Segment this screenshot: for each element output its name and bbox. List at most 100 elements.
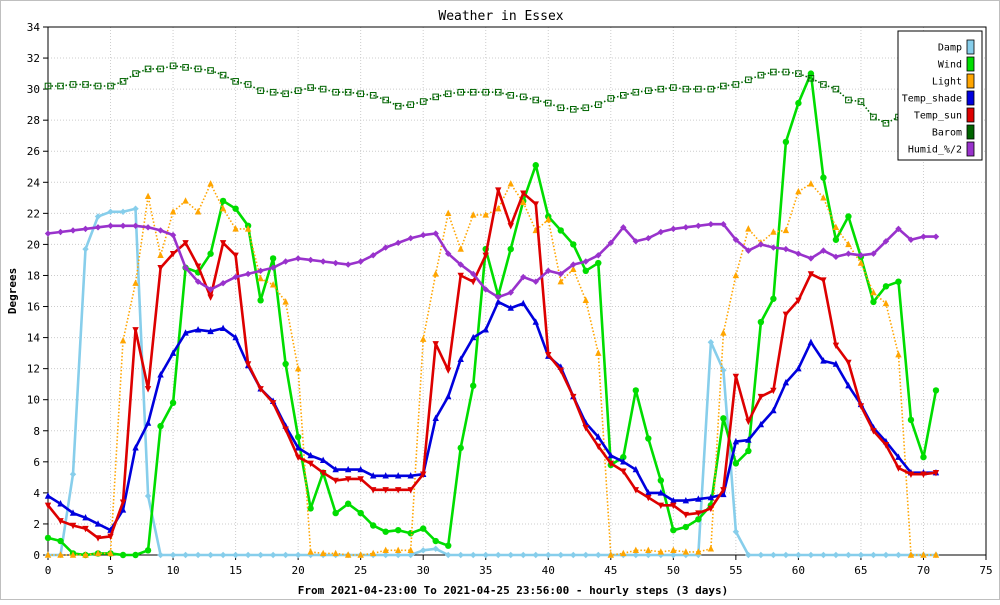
data-point-humid-2: [795, 250, 802, 257]
data-point-humid-2: [757, 241, 765, 248]
data-point-light: [807, 180, 815, 187]
data-point-temp-shade: [632, 465, 640, 473]
data-point-humid-2: [394, 239, 402, 247]
data-point-barom: [469, 88, 477, 96]
data-point-barom: [870, 113, 877, 121]
data-point-humid-2: [682, 224, 690, 231]
data-point-wind: [532, 162, 539, 169]
legend-label: Barom: [932, 128, 962, 139]
data-point-barom: [94, 82, 102, 90]
data-point-humid-2: [695, 222, 702, 229]
data-point-humid-2: [169, 231, 177, 239]
data-point-temp-sun: [595, 443, 602, 450]
data-point-temp-shade: [169, 349, 177, 356]
grid-lines: [47, 26, 987, 556]
data-point-humid-2: [657, 228, 665, 236]
data-point-wind: [682, 523, 690, 531]
data-point-light: [782, 226, 790, 234]
series-humid-2: [44, 221, 940, 301]
data-point-temp-sun: [294, 454, 302, 461]
data-point-temp-sun: [169, 251, 177, 258]
data-point-humid-2: [520, 273, 527, 281]
data-point-barom: [169, 62, 177, 70]
data-point-barom: [157, 65, 164, 73]
data-point-light: [294, 364, 302, 372]
data-point-damp: [107, 208, 114, 215]
data-point-temp-sun: [720, 487, 727, 494]
y-tick-label: 14: [27, 332, 41, 345]
legend-swatch: [966, 141, 975, 157]
data-point-light: [645, 546, 652, 554]
data-point-temp-sun: [69, 522, 77, 530]
data-point-barom: [382, 96, 389, 104]
data-point-barom: [857, 98, 865, 105]
data-point-wind: [307, 505, 314, 512]
data-point-humid-2: [94, 224, 102, 231]
data-point-light: [382, 546, 389, 554]
data-point-barom: [69, 81, 77, 88]
data-point-wind: [882, 283, 890, 290]
data-point-light: [407, 546, 414, 554]
data-point-damp: [94, 213, 102, 220]
y-tick-label: 34: [27, 21, 41, 34]
data-point-light: [495, 204, 502, 212]
data-point-temp-sun: [532, 201, 539, 208]
data-point-temp-sun: [357, 476, 364, 483]
data-point-light: [94, 549, 102, 557]
data-point-humid-2: [845, 250, 852, 257]
data-point-barom: [645, 87, 652, 94]
data-point-light: [507, 180, 514, 187]
x-tick-label: 45: [604, 564, 617, 577]
data-point-damp: [520, 551, 527, 559]
data-point-wind: [745, 447, 752, 455]
data-point-temp-sun: [82, 525, 89, 533]
data-point-wind: [582, 267, 589, 275]
data-point-damp: [269, 551, 277, 559]
data-point-barom: [557, 104, 565, 112]
data-point-temp-shade: [82, 514, 89, 521]
data-point-humid-2: [119, 222, 127, 229]
data-point-wind: [845, 213, 852, 220]
data-point-light: [607, 551, 614, 558]
data-point-temp-sun: [394, 487, 402, 494]
data-point-light: [745, 225, 752, 232]
data-point-damp: [870, 551, 877, 559]
data-point-damp: [157, 551, 164, 559]
data-point-temp-shade: [595, 433, 602, 440]
data-point-temp-shade: [344, 465, 352, 473]
data-point-damp: [69, 471, 77, 478]
data-point-humid-2: [920, 233, 927, 240]
data-point-temp-shade: [157, 371, 164, 378]
data-point-light: [194, 208, 202, 215]
data-point-light: [470, 211, 477, 218]
data-point-wind: [557, 227, 564, 234]
data-point-damp: [770, 551, 777, 559]
data-point-temp-shade: [782, 378, 790, 386]
data-point-temp-sun: [895, 465, 902, 472]
data-point-temp-shade: [232, 333, 239, 341]
y-tick-label: 24: [27, 176, 41, 189]
data-point-barom: [369, 92, 377, 99]
data-point-wind: [907, 416, 915, 424]
data-point-damp: [882, 551, 890, 559]
data-point-barom: [207, 67, 214, 74]
data-point-humid-2: [932, 233, 940, 240]
data-point-light: [770, 228, 777, 235]
data-point-humid-2: [244, 270, 252, 278]
data-point-temp-sun: [845, 359, 852, 367]
data-point-wind: [795, 99, 802, 107]
data-point-damp: [632, 551, 640, 559]
data-point-light: [907, 551, 915, 558]
data-point-wind: [445, 542, 452, 549]
data-point-damp: [394, 551, 402, 559]
data-point-damp: [445, 551, 452, 559]
data-point-humid-2: [294, 255, 302, 262]
data-point-barom: [357, 90, 364, 98]
data-point-barom: [532, 96, 540, 104]
data-point-temp-sun: [507, 223, 514, 230]
data-point-light: [344, 551, 352, 558]
y-tick-label: 32: [27, 52, 40, 65]
data-point-damp: [570, 551, 577, 559]
data-point-temp-shade: [294, 444, 302, 451]
